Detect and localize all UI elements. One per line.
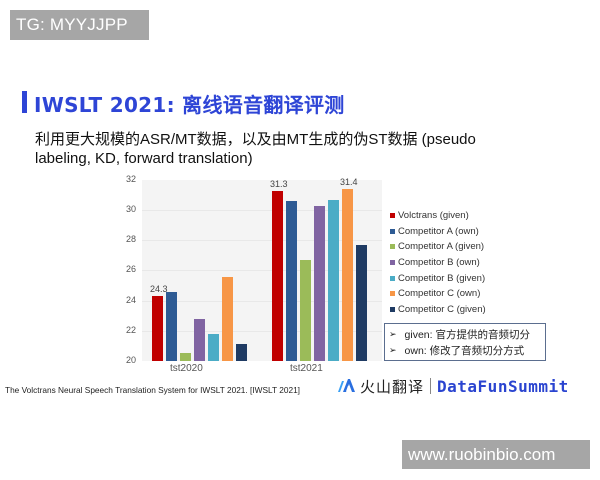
arrow-bullet-icon: ➢ [389,328,397,339]
legend-swatch-icon [390,244,395,250]
svg-text:A: A [346,386,351,393]
legend-item: Competitor C (given) [390,302,486,318]
bar-value-label: 31.3 [270,178,288,189]
note-text: given: 官方提供的音频切分 [404,328,530,341]
y-tick: 30 [125,204,136,214]
bar-tst2021 [272,190,283,361]
bar-tst2021 [286,201,297,361]
bar-value-label: 24.3 [150,284,168,295]
gridline [142,270,382,271]
watermark: www.ruobinbio.com [402,440,590,469]
legend-item: Competitor A (own) [390,224,486,240]
legend-label: Competitor C (own) [398,288,481,300]
title-accent-bar [22,91,27,113]
segmentation-note-box: ➢ given: 官方提供的音频切分 ➢ own: 修改了音频切分方式 [384,323,546,361]
y-tick: 32 [125,174,136,184]
gridline [142,210,382,211]
legend-label: Competitor B (given) [398,272,486,284]
bar-tst2021 [342,189,353,361]
legend-label: Competitor A (own) [398,225,479,237]
brand-logos: A 火山翻译 DataFunSummit [336,375,569,397]
bar-tst2020 [166,291,177,361]
note-given: ➢ given: 官方提供的音频切分 [389,326,541,342]
bar-value-label: 31.4 [340,177,358,188]
plot-area: 24.3 31.3 31.4 [142,177,382,361]
citation-text: The Volctrans Neural Speech Translation … [5,385,300,395]
arrow-bullet-icon: ➢ [389,344,397,355]
legend-label: Competitor C (given) [398,303,486,315]
bar-tst2020 [152,296,163,361]
tg-badge: TG: MYYJJPP [10,10,149,40]
gridline [142,331,382,332]
y-tick: 26 [125,264,136,274]
brand-name-datafunsummit: DataFunSummit [437,376,569,396]
y-tick: 22 [125,325,136,335]
volctrans-logo-icon: A [336,378,356,394]
legend-label: Competitor A (given) [398,241,485,253]
bar-tst2020 [180,353,191,361]
bar-tst2021 [356,244,367,361]
bar-tst2021 [328,199,339,361]
bleu-bar-chart: 32 30 28 26 24 22 20 24.3 31.3 31.4 tst202… [110,170,390,380]
legend-item: Volctrans (given) [390,208,486,224]
legend-item: Competitor C (own) [390,286,486,302]
x-axis-label-tst2021: tst2021 [290,363,323,374]
bar-tst2020 [222,276,233,361]
chart-legend: Volctrans (given) Competitor A (own) Compe… [390,208,486,317]
bar-tst2021 [300,259,311,361]
bar-tst2020 [194,318,205,361]
legend-item: Competitor B (own) [390,255,486,271]
brand-divider [430,378,432,394]
y-tick: 28 [125,234,136,244]
legend-item: Competitor B (given) [390,270,486,286]
legend-swatch-icon [390,260,395,266]
y-tick: 24 [125,295,136,305]
gridline [142,240,382,241]
legend-swatch-icon [390,213,395,219]
brand-name-cn: 火山翻译 [360,378,425,396]
bar-tst2021 [314,205,325,361]
legend-swatch-icon [390,291,395,297]
legend-swatch-icon [390,275,395,281]
bar-tst2020 [236,344,247,361]
legend-swatch-icon [390,306,395,312]
bar-tst2020 [208,333,219,361]
legend-swatch-icon [390,228,395,234]
x-axis-label-tst2020: tst2020 [170,363,203,374]
legend-label: Competitor B (own) [398,257,480,269]
gridline [142,301,382,302]
slide-title: IWSLT 2021: 离线语音翻译评测 [34,93,345,117]
y-tick: 20 [125,355,136,365]
legend-label: Volctrans (given) [398,210,469,222]
note-text: own: 修改了音频切分方式 [404,344,525,357]
slide-subtitle: 利用更大规模的ASR/MT数据，以及由MT生成的伪ST数据 (pseudo la… [35,131,476,167]
note-own: ➢ own: 修改了音频切分方式 [389,342,541,358]
legend-item: Competitor A (given) [390,239,486,255]
